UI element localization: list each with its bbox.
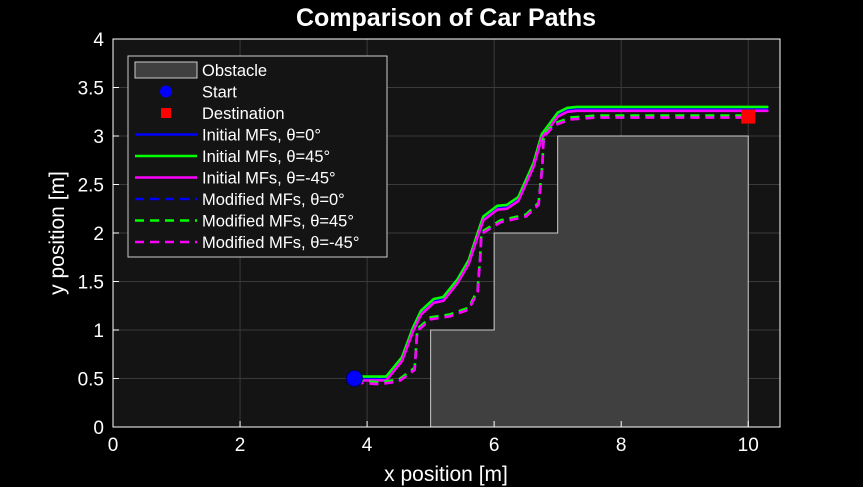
series-layer (353, 105, 769, 386)
chart-title: Comparison of Car Paths (296, 4, 596, 32)
y-tick-label: 3.5 (78, 79, 104, 100)
series-line-3 (353, 109, 769, 382)
obstacle-layer (430, 135, 749, 428)
x-tick-label: 6 (489, 435, 500, 456)
y-tick-label: 0 (93, 418, 104, 439)
y-tick-label: 0.5 (78, 370, 104, 391)
x-tick-label: 8 (616, 435, 627, 456)
y-tick-label: 1 (93, 321, 104, 342)
legend-label-7: Modified MFs, θ=0° (202, 191, 345, 209)
legend-label-3: Destination (202, 105, 285, 123)
x-tick-label: 4 (362, 435, 373, 456)
y-axis: 0 0.5 1 1.5 2 2.5 3 3.5 4 (78, 30, 119, 439)
legend-symbol-start (160, 85, 172, 98)
start-marker (345, 370, 363, 387)
y-tick-label: 2 (93, 224, 104, 245)
x-axis: 0 2 4 6 8 10 (108, 421, 759, 456)
obstacle-polygon (430, 135, 749, 428)
x-tick-label: 10 (738, 435, 759, 456)
markers-layer (345, 109, 756, 387)
series-line-2 (353, 105, 769, 378)
y-axis-label: y position [m] (46, 171, 69, 295)
legend-label-9: Modified MFs, θ=-45° (202, 234, 359, 252)
legend-label-6: Initial MFs, θ=-45° (202, 170, 336, 188)
y-tick-label: 3 (93, 127, 104, 148)
legend: Obstacle Start Destination Initial MFs, θ=0… (127, 55, 388, 258)
y-tick-label: 1.5 (78, 273, 104, 294)
x-tick-label: 0 (108, 435, 119, 456)
legend-label-4: Initial MFs, θ=0° (202, 127, 321, 145)
destination-marker (741, 109, 756, 124)
legend-symbol-destination (161, 108, 171, 118)
x-tick-label: 2 (235, 435, 246, 456)
y-tick-label: 2.5 (78, 176, 104, 197)
series-line-6 (354, 116, 749, 386)
legend-symbol-obstacle (134, 61, 198, 79)
legend-label-2: Start (202, 84, 237, 102)
y-tick-label: 4 (93, 30, 104, 51)
legend-label-1: Obstacle (202, 62, 267, 80)
legend-label-5: Initial MFs, θ=45° (202, 148, 330, 166)
legend-label-8: Modified MFs, θ=45° (202, 213, 354, 231)
x-axis-label: x position [m] (384, 463, 508, 486)
